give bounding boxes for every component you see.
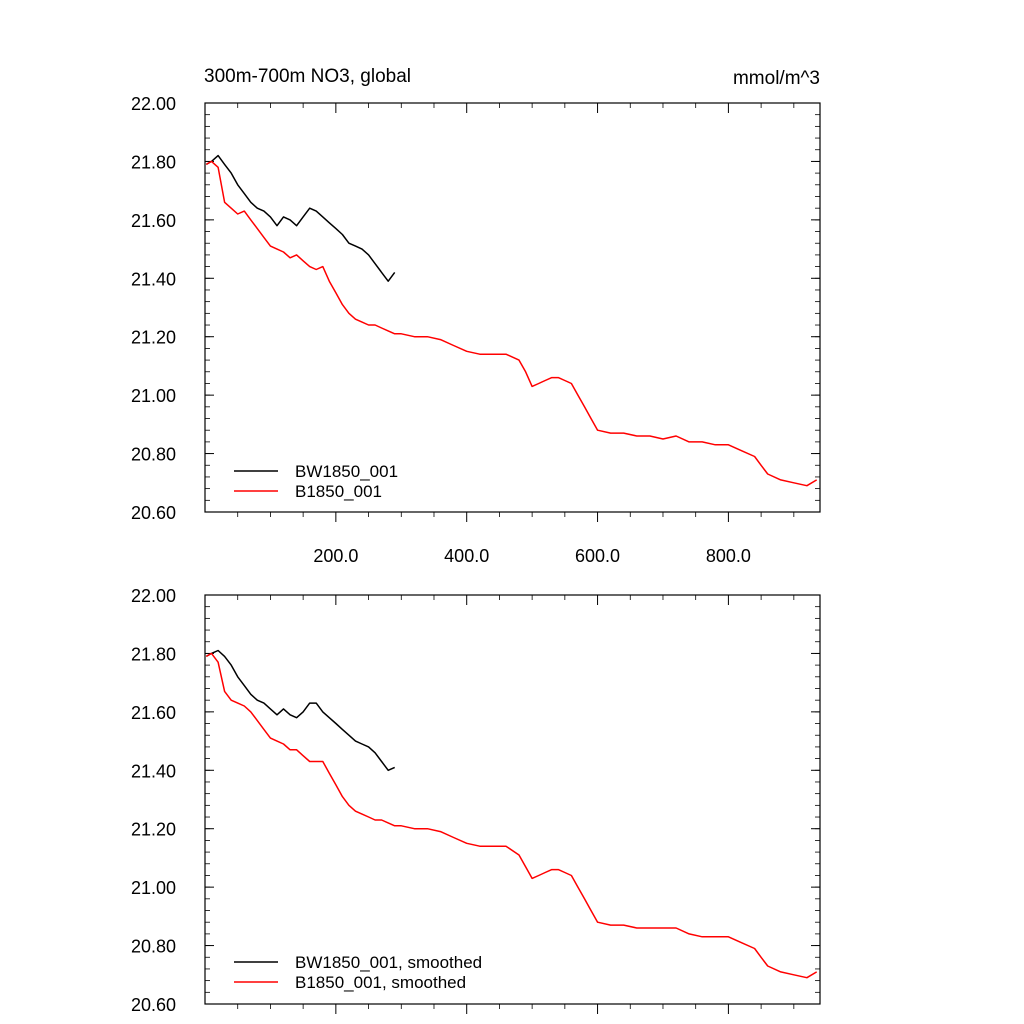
y-tick-label: 20.80: [131, 445, 176, 465]
plot-frame: [204, 102, 821, 513]
y-tick-label: 20.60: [131, 995, 176, 1015]
bottom-panel: 20.60 20.80 21.00 21.20 21.40 21.60 21.80 22.00…: [131, 586, 821, 1015]
y-tick-label: 21.80: [131, 152, 176, 172]
legend-label-b1850-smoothed: B1850_001, smoothed: [295, 973, 466, 992]
y-tick-label: 22.00: [131, 586, 176, 606]
x-tick-label: 600.0: [575, 546, 620, 566]
y-tick-label: 20.80: [131, 937, 176, 957]
legend-label-bw1850: BW1850_001: [295, 462, 398, 481]
series-line-bw1850-001: [205, 154, 396, 282]
y-tick-label: 21.00: [131, 878, 176, 898]
legend: BW1850_001, smoothed B1850_001, smoothed: [234, 953, 482, 992]
top-panel: 300m-700m NO3, global mmol/m^3 20.60 20.8…: [131, 66, 821, 566]
legend: BW1850_001 B1850_001: [234, 462, 398, 501]
y-tick-label: 21.60: [131, 703, 176, 723]
series-group: [205, 649, 818, 979]
y-tick-label: 21.60: [131, 211, 176, 231]
y-tick-label: 21.20: [131, 820, 176, 840]
x-tick-label: 400.0: [444, 546, 489, 566]
series-line-bw1850-001-smoothed: [205, 649, 396, 772]
y-tick-label: 21.40: [131, 269, 176, 289]
legend-label-b1850: B1850_001: [295, 482, 382, 501]
y-tick-label: 21.80: [131, 644, 176, 664]
y-tick-label: 21.20: [131, 328, 176, 348]
series-line-b1850-001: [205, 160, 818, 487]
plot-frame: [204, 594, 821, 1005]
series-line-b1850-001-smoothed: [205, 652, 818, 979]
units-label: mmol/m^3: [733, 68, 820, 89]
y-tick-label: 21.00: [131, 386, 176, 406]
y-tick-label: 20.60: [131, 503, 176, 523]
x-tick-label: 800.0: [706, 546, 751, 566]
axes: 20.60 20.80 21.00 21.20 21.40 21.60 21.80 22.00: [131, 586, 820, 1015]
axes: 20.60 20.80 21.00 21.20 21.40 21.60 21.80 22.00…: [131, 94, 820, 566]
series-group: [205, 154, 818, 487]
y-tick-label: 21.40: [131, 761, 176, 781]
y-tick-label: 22.00: [131, 94, 176, 114]
panel-title: 300m-700m NO3, global: [204, 66, 411, 87]
legend-label-bw1850-smoothed: BW1850_001, smoothed: [295, 953, 482, 972]
x-tick-label: 200.0: [313, 546, 358, 566]
